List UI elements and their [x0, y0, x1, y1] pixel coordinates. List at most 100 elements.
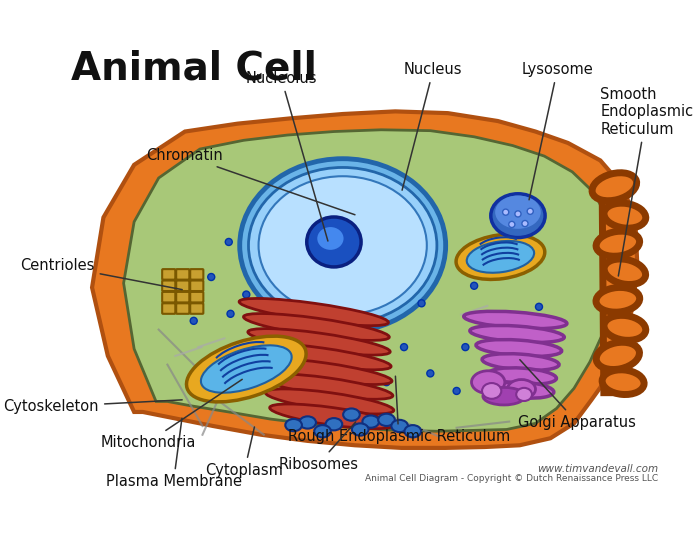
FancyBboxPatch shape	[176, 292, 189, 302]
Ellipse shape	[494, 382, 554, 398]
Text: Lysosome: Lysosome	[522, 62, 593, 200]
Text: Mitochondria: Mitochondria	[101, 379, 242, 450]
Circle shape	[357, 361, 364, 368]
Ellipse shape	[604, 259, 645, 285]
Ellipse shape	[258, 176, 427, 315]
Ellipse shape	[391, 420, 408, 432]
Circle shape	[497, 321, 504, 328]
Ellipse shape	[201, 345, 292, 393]
Ellipse shape	[300, 416, 316, 429]
FancyBboxPatch shape	[190, 280, 204, 291]
Ellipse shape	[244, 314, 389, 340]
Circle shape	[190, 318, 197, 325]
Ellipse shape	[456, 234, 545, 279]
Polygon shape	[92, 111, 637, 448]
Ellipse shape	[508, 380, 536, 399]
Ellipse shape	[239, 299, 388, 326]
Text: Nucleolus: Nucleolus	[246, 71, 328, 241]
Text: Animal Cell: Animal Cell	[71, 49, 317, 87]
Text: www.timvandevall.com: www.timvandevall.com	[537, 464, 658, 474]
Ellipse shape	[604, 315, 646, 340]
Circle shape	[527, 208, 533, 214]
FancyBboxPatch shape	[162, 280, 175, 291]
Circle shape	[418, 300, 425, 307]
Text: Ribosomes: Ribosomes	[278, 422, 358, 471]
Circle shape	[227, 310, 234, 318]
Circle shape	[260, 335, 267, 342]
Ellipse shape	[483, 387, 525, 405]
Ellipse shape	[476, 340, 561, 356]
Circle shape	[515, 211, 521, 217]
Ellipse shape	[604, 203, 646, 228]
Text: Golgi Apparatus: Golgi Apparatus	[518, 360, 636, 430]
Ellipse shape	[472, 371, 505, 394]
Circle shape	[427, 370, 434, 377]
Circle shape	[243, 291, 250, 298]
Circle shape	[509, 221, 515, 227]
Ellipse shape	[248, 329, 390, 355]
Ellipse shape	[482, 354, 559, 370]
Ellipse shape	[482, 383, 501, 399]
Ellipse shape	[596, 287, 640, 312]
Ellipse shape	[307, 217, 361, 267]
Ellipse shape	[463, 311, 567, 329]
Text: Cytoskeleton: Cytoskeleton	[4, 399, 182, 414]
Text: Chromatin: Chromatin	[146, 148, 355, 215]
Polygon shape	[124, 130, 615, 431]
Circle shape	[295, 370, 302, 377]
Text: Cytoplasm: Cytoplasm	[206, 427, 284, 478]
Ellipse shape	[314, 425, 331, 437]
FancyBboxPatch shape	[190, 269, 204, 280]
Ellipse shape	[252, 343, 391, 370]
Ellipse shape	[467, 241, 534, 273]
FancyBboxPatch shape	[176, 269, 189, 280]
Text: Rough Endoplasmic Reticulum: Rough Endoplasmic Reticulum	[288, 376, 510, 444]
Ellipse shape	[352, 423, 368, 436]
Ellipse shape	[343, 408, 360, 421]
Polygon shape	[602, 180, 622, 393]
Circle shape	[503, 209, 509, 215]
Circle shape	[225, 239, 232, 246]
Ellipse shape	[602, 370, 644, 395]
Ellipse shape	[596, 342, 640, 369]
Circle shape	[453, 387, 460, 394]
Ellipse shape	[488, 368, 556, 384]
FancyBboxPatch shape	[162, 303, 175, 314]
Ellipse shape	[257, 359, 392, 384]
Ellipse shape	[186, 336, 306, 402]
Text: Smooth
Endoplasmic
Reticulum: Smooth Endoplasmic Reticulum	[601, 87, 694, 276]
FancyBboxPatch shape	[176, 303, 189, 314]
Text: Centrioles: Centrioles	[20, 258, 182, 289]
Ellipse shape	[248, 167, 437, 323]
Ellipse shape	[470, 326, 564, 342]
Ellipse shape	[317, 227, 344, 250]
Ellipse shape	[378, 414, 395, 426]
Circle shape	[383, 379, 390, 386]
Ellipse shape	[495, 195, 540, 229]
FancyBboxPatch shape	[162, 292, 175, 302]
Circle shape	[400, 343, 407, 350]
Text: Nucleus: Nucleus	[402, 62, 463, 190]
Ellipse shape	[491, 194, 545, 238]
Ellipse shape	[363, 415, 379, 428]
Circle shape	[208, 273, 215, 280]
Ellipse shape	[592, 173, 636, 201]
FancyBboxPatch shape	[162, 269, 175, 280]
Circle shape	[470, 282, 477, 289]
Text: Animal Cell Diagram - Copyright © Dutch Renaissance Press LLC: Animal Cell Diagram - Copyright © Dutch …	[365, 474, 658, 483]
Circle shape	[522, 220, 528, 227]
Ellipse shape	[270, 404, 395, 429]
Circle shape	[536, 303, 542, 310]
Ellipse shape	[405, 425, 421, 437]
FancyBboxPatch shape	[190, 292, 204, 302]
Ellipse shape	[265, 389, 394, 414]
FancyBboxPatch shape	[176, 280, 189, 291]
FancyBboxPatch shape	[190, 303, 204, 314]
Text: Plasma Membrane: Plasma Membrane	[106, 418, 242, 489]
Ellipse shape	[596, 231, 640, 256]
Circle shape	[196, 297, 204, 304]
Ellipse shape	[239, 159, 446, 332]
Ellipse shape	[326, 418, 342, 430]
Ellipse shape	[261, 374, 393, 399]
Ellipse shape	[516, 388, 532, 401]
